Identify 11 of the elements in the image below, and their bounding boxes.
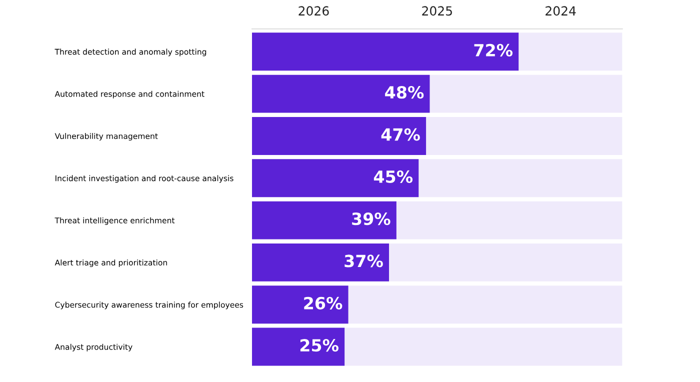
data-label: 37%	[344, 254, 383, 268]
data-label: 25%	[300, 339, 338, 352]
text: 2025	[422, 6, 452, 16]
data-label: 26%	[304, 296, 342, 310]
text: 2026	[298, 6, 329, 16]
data-label: 72%	[474, 44, 513, 56]
data-label: 45%	[374, 170, 413, 183]
data-label: 48%	[385, 86, 424, 99]
text: 2024	[546, 6, 576, 16]
data-label: 47%	[381, 128, 420, 141]
data-label: 39%	[352, 212, 390, 226]
